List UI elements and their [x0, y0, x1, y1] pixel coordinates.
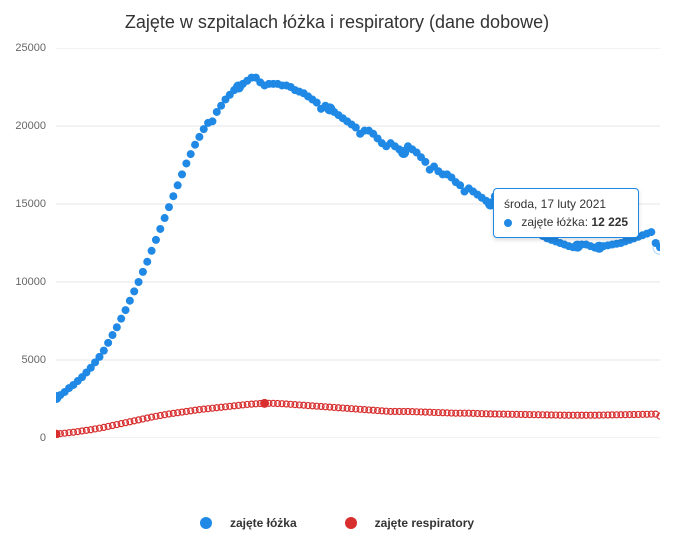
tooltip-value: 12 225	[591, 215, 628, 229]
legend-dot-icon	[345, 517, 357, 529]
chart-title: Zajęte w szpitalach łóżka i respiratory …	[0, 0, 674, 37]
chart-plot-area[interactable]: 01.10.2001.11.2001.12.2001.01.2101.02.21	[56, 48, 660, 438]
legend-item[interactable]: zajęte łóżka	[188, 516, 309, 530]
chart-tooltip: środa, 17 luty 2021 zajęte łóżka: 12 225	[493, 188, 639, 238]
y-axis-labels: 0500010000150002000025000	[0, 48, 50, 438]
legend-label: zajęte respiratory	[375, 516, 474, 530]
legend-label: zajęte łóżka	[230, 516, 297, 530]
legend-item[interactable]: zajęte respiratory	[333, 516, 486, 530]
chart-legend[interactable]: zajęte łóżka zajęte respiratory	[0, 516, 674, 532]
legend-dot-icon	[200, 517, 212, 529]
tooltip-series-label: zajęte łóżka	[521, 215, 584, 229]
tooltip-row: zajęte łóżka: 12 225	[504, 215, 628, 229]
tooltip-date: środa, 17 luty 2021	[504, 197, 628, 211]
tooltip-marker	[504, 219, 512, 227]
